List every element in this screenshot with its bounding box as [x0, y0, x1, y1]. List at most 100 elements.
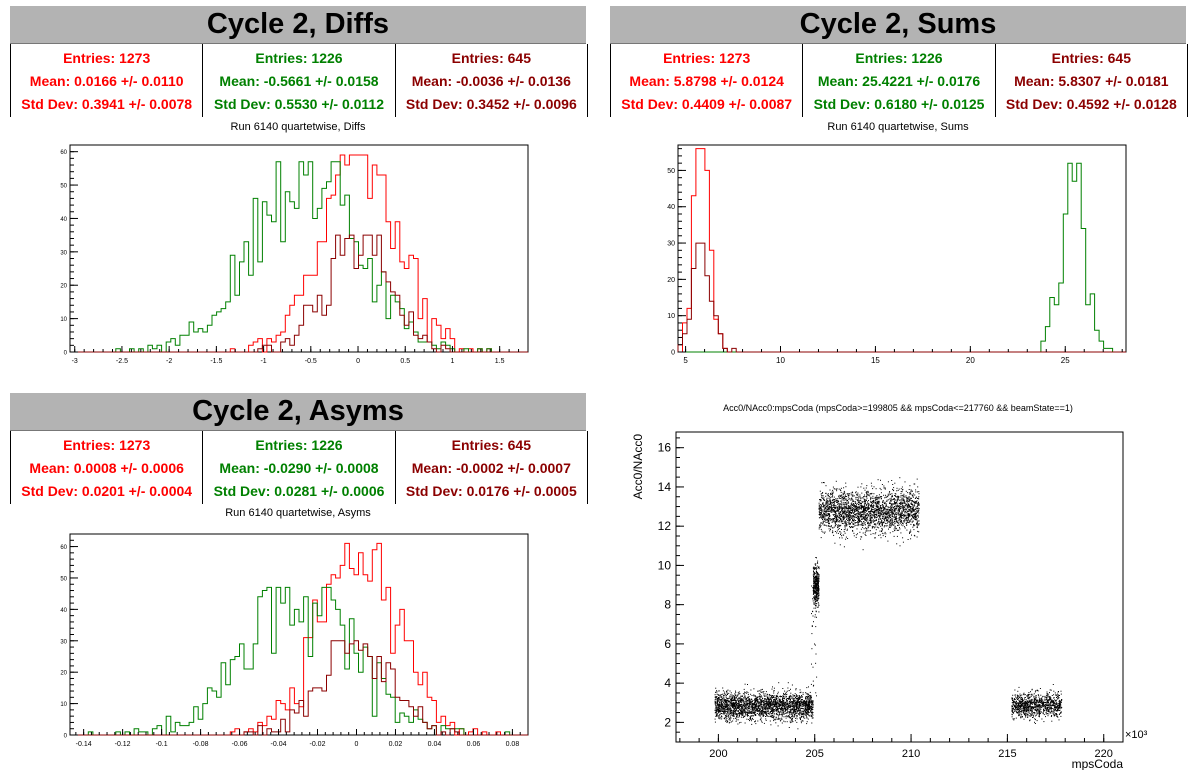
scatter-point: [741, 700, 743, 702]
scatter-point: [814, 563, 816, 565]
scatter-point: [778, 708, 779, 710]
scatter-point: [817, 562, 819, 564]
scatter-point: [896, 518, 898, 519]
scatter-point: [717, 694, 719, 696]
y-tick-label: 0: [64, 351, 68, 357]
diffs-header: Cycle 2, Diffs: [10, 6, 586, 44]
scatter-point: [868, 491, 869, 493]
scatter-point: [808, 697, 810, 699]
scatter-point: [740, 721, 742, 723]
scatter-point: [878, 508, 880, 509]
scatter-point: [873, 505, 875, 507]
scatter-point: [877, 501, 879, 503]
scatter-point: [823, 505, 825, 507]
scatter-point: [716, 702, 718, 704]
scatter-point: [890, 510, 892, 512]
scatter-point: [910, 519, 911, 521]
scatter-point: [762, 698, 763, 699]
scatter-point: [737, 706, 739, 708]
scatter-point: [825, 504, 827, 506]
scatter-point: [757, 700, 759, 701]
scatter-point: [853, 506, 855, 508]
scatter-point: [729, 718, 731, 719]
scatter-point: [780, 709, 782, 711]
scatter-point: [854, 509, 856, 511]
scatter-point: [858, 521, 860, 523]
scatter-point: [816, 587, 818, 589]
scatter-point: [909, 499, 911, 501]
scatter-point: [795, 706, 797, 707]
scatter-point: [783, 700, 785, 702]
scatter-point: [726, 710, 728, 712]
scatter-point: [873, 493, 875, 495]
y-tick-label: 20: [60, 671, 67, 677]
scatter-point: [915, 489, 917, 491]
scatter-point: [833, 496, 835, 498]
scatter-point: [902, 537, 904, 539]
scatter-point: [907, 507, 909, 509]
scatter-point: [797, 708, 799, 710]
scatter-point: [734, 696, 736, 698]
scatter-point: [830, 503, 832, 505]
scatter-point: [786, 706, 788, 708]
scatter-point: [827, 514, 829, 516]
scatter-point: [908, 504, 910, 505]
scatter-point: [746, 697, 748, 699]
scatter-point: [762, 714, 764, 716]
scatter-point: [845, 522, 847, 524]
scatter-point: [817, 583, 819, 585]
scatter-point: [786, 700, 788, 702]
scatter-point: [831, 518, 833, 520]
scatter-point: [761, 691, 763, 693]
scatter-point: [894, 511, 896, 512]
scatter-point: [786, 690, 788, 692]
scatter-point: [859, 531, 861, 533]
scatter-point: [725, 720, 727, 722]
scatter-point: [894, 525, 896, 527]
scatter-point: [787, 716, 789, 718]
scatter-point: [772, 706, 774, 708]
scatter-point: [749, 703, 751, 704]
scatter-point: [763, 705, 764, 707]
scatter-point: [726, 690, 728, 692]
scatter-point: [907, 513, 909, 515]
scatter-point: [754, 701, 756, 703]
scatter-point: [913, 483, 915, 485]
scatter-point: [732, 705, 734, 707]
scatter-point: [870, 520, 872, 522]
scatter-point: [893, 535, 895, 537]
scatter-point: [864, 520, 866, 521]
scatter-point: [806, 723, 808, 725]
scatter-point: [817, 584, 819, 586]
scatter-point: [903, 510, 904, 512]
scatter-point: [915, 507, 917, 509]
scatter-point: [770, 711, 771, 713]
scatter-point: [812, 588, 814, 589]
scatter-point: [890, 505, 892, 507]
scatter-point: [792, 717, 793, 719]
scatter-point: [776, 705, 778, 707]
scatter-point: [870, 497, 872, 499]
scatter-point: [833, 518, 835, 520]
scatter-point: [916, 518, 918, 520]
scatter-point: [723, 700, 725, 702]
scatter-point: [741, 698, 743, 700]
scatter-point: [724, 711, 726, 712]
scatter-point: [716, 700, 718, 702]
scatter-point: [835, 512, 836, 514]
scatter-point: [845, 538, 847, 540]
scatter-point: [774, 703, 776, 705]
scatter-point: [803, 701, 805, 703]
scatter-point: [751, 703, 753, 704]
scatter-point: [749, 720, 750, 722]
scatter-point: [729, 695, 731, 697]
scatter-point: [891, 494, 893, 496]
scatter-point: [792, 721, 794, 723]
scatter-point: [907, 497, 909, 499]
scatter-point: [762, 706, 764, 708]
scatter-point: [843, 501, 845, 503]
scatter-point: [906, 520, 908, 522]
scatter-point: [726, 712, 728, 714]
scatter-point: [786, 698, 787, 700]
scatter-point: [818, 582, 819, 584]
